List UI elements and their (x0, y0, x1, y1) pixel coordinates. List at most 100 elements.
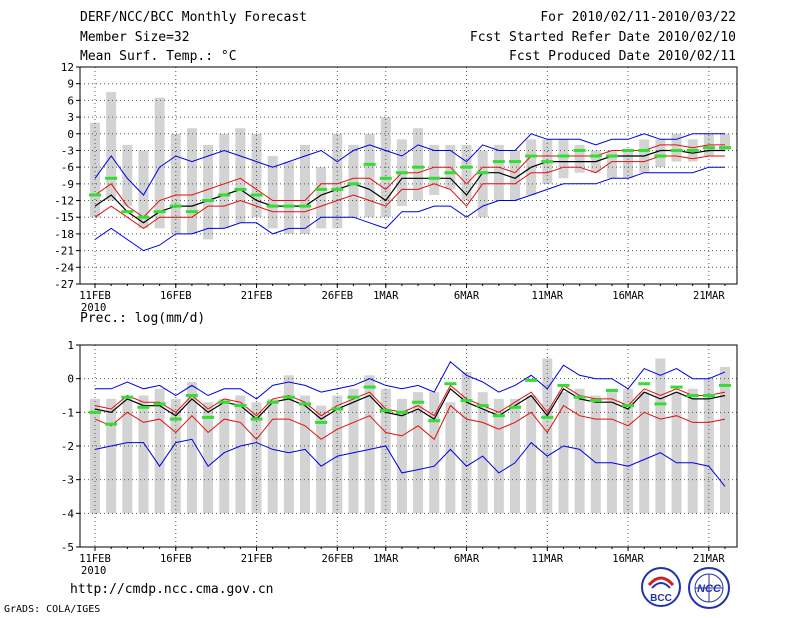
y-tick-label: -1 (61, 406, 74, 419)
observed-marker (670, 385, 683, 389)
observed-marker (121, 210, 134, 214)
range-bar (332, 395, 343, 514)
series-envelope-min (94, 166, 725, 252)
y-tick-label: -18 (54, 228, 74, 241)
observed-marker (234, 404, 247, 408)
observed-marker (719, 383, 731, 387)
panel-title: Prec.: log(mm/d) (80, 311, 205, 326)
range-bar (235, 128, 246, 223)
y-tick-label: -15 (54, 211, 74, 224)
observed-marker (218, 193, 231, 197)
range-bar (364, 133, 375, 218)
range-bar (122, 398, 133, 514)
y-tick-label: -12 (54, 195, 74, 208)
observed-marker (702, 146, 715, 150)
produced-date: Fcst Produced Date 2010/02/11 (509, 49, 736, 64)
range-bar (316, 167, 327, 229)
source-url[interactable]: http://cmdp.ncc.cma.gov.cn (70, 582, 274, 597)
y-tick-label: -4 (61, 507, 75, 520)
range-bar (219, 133, 230, 229)
series-spread-lower (94, 155, 725, 230)
observed-marker (428, 419, 441, 423)
observed-marker (654, 154, 667, 158)
observed-marker (541, 415, 554, 419)
range-bar (493, 398, 504, 514)
range-bar (283, 161, 294, 234)
observed-marker (573, 395, 586, 399)
y-tick-label: 9 (67, 78, 74, 91)
series-envelope-max (95, 361, 726, 400)
range-bar (542, 358, 553, 514)
observed-marker (137, 215, 150, 219)
range-bar (413, 392, 424, 514)
observed-marker (492, 160, 505, 164)
series-spread-upper (94, 144, 725, 218)
observed-marker (299, 402, 311, 406)
plot-frame (79, 66, 738, 285)
observed-marker (509, 160, 521, 164)
range-bar (606, 150, 617, 179)
observed-marker (476, 171, 489, 175)
observed-marker (89, 410, 101, 414)
observed-marker (444, 382, 457, 386)
observed-marker (331, 187, 344, 191)
y-tick-label: -3 (61, 144, 74, 157)
range-bar (396, 398, 407, 514)
x-tick-label: 26FEB (322, 290, 354, 302)
observed-marker (589, 154, 602, 158)
y-tick-label: 1 (67, 339, 74, 352)
observed-marker (444, 171, 457, 175)
x-tick-label: 6MAR (454, 553, 480, 565)
x-tick-label: 16FEB (160, 553, 192, 565)
observed-marker (202, 415, 215, 419)
observed-marker (686, 394, 699, 397)
observed-marker (250, 193, 263, 197)
observed-marker (202, 199, 215, 203)
observed-marker (153, 402, 166, 406)
range-bar (623, 150, 634, 179)
range-bar (574, 144, 585, 173)
range-bar (316, 405, 327, 514)
x-tick-label: 21MAR (693, 553, 725, 565)
observed-marker (686, 148, 699, 152)
range-bar (461, 371, 472, 514)
range-bar (671, 133, 682, 162)
y-tick-label: 3 (67, 111, 74, 124)
observed-marker (169, 417, 182, 421)
y-tick-label: 0 (67, 128, 74, 141)
range-bar (606, 388, 617, 514)
y-tick-label: -6 (61, 161, 74, 174)
observed-marker (347, 395, 360, 399)
observed-marker (266, 204, 279, 208)
observed-marker (557, 154, 570, 158)
range-bar (429, 144, 440, 195)
range-bar (558, 392, 569, 514)
range-bar (510, 150, 520, 201)
x-tick-label: 1MAR (373, 553, 399, 565)
observed-marker (541, 160, 554, 164)
range-bar (720, 133, 730, 151)
observed-marker (573, 148, 586, 152)
ncc-logo: NCC (688, 567, 730, 609)
y-tick-label: -21 (54, 245, 74, 258)
observed-marker (299, 204, 311, 208)
observed-marker (169, 204, 182, 208)
observed-marker (622, 148, 635, 152)
observed-marker (412, 400, 425, 404)
series-ensemble-mean (94, 149, 725, 224)
range-bar (348, 144, 359, 218)
year-label: 2010 (81, 565, 106, 577)
observed-marker (670, 148, 683, 152)
observed-marker (89, 193, 101, 197)
series-envelope-max (94, 133, 725, 196)
series-spread-upper (94, 384, 726, 417)
bcc-logo: BCC (641, 567, 681, 607)
range-bar (219, 398, 230, 514)
observed-marker (557, 383, 570, 387)
grads-credit: GrADS: COLA/IGES (4, 604, 101, 615)
observed-marker (379, 409, 392, 413)
observed-marker (492, 414, 505, 418)
observed-marker (395, 171, 408, 175)
x-tick-label: 16FEB (160, 290, 192, 302)
